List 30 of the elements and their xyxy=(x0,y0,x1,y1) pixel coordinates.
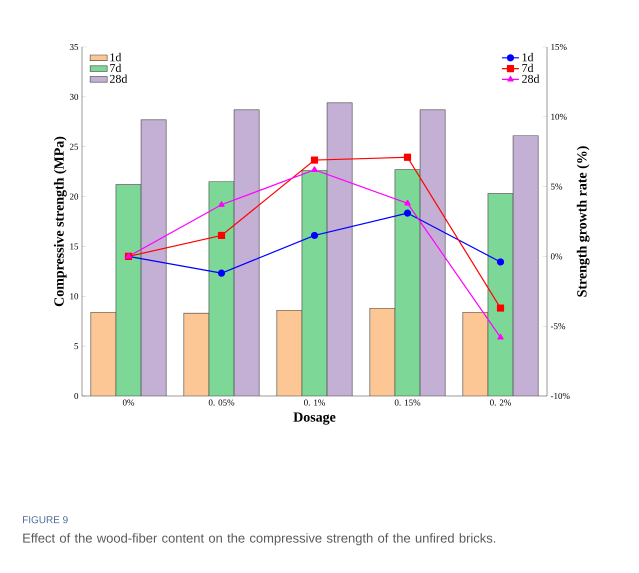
x-tick-label: 0. 15% xyxy=(394,400,420,406)
y2-tick-label: 0% xyxy=(550,253,562,260)
y-tick-label: 10 xyxy=(70,293,78,300)
y2-tick-label: 5% xyxy=(551,184,562,190)
y-tick-label: 15 xyxy=(70,243,78,250)
y-tick-label: 0 xyxy=(74,392,78,400)
caption: FIGURE 9 xyxy=(23,516,68,524)
x-tick-label: 0. 05% xyxy=(208,400,234,406)
legend-label: 28d xyxy=(110,74,128,83)
legend-label: 1d xyxy=(522,52,534,62)
y2-tick-label: 15% xyxy=(551,44,567,50)
x-axis-title: Dosage xyxy=(293,412,336,425)
legend-label: 1d xyxy=(110,52,122,62)
legend-label: 28d xyxy=(522,74,540,83)
y-tick-label: 30 xyxy=(70,94,78,100)
x-tick-label: 0. 2% xyxy=(490,400,512,406)
y-tick-label: 5 xyxy=(74,343,78,350)
legend-label: 7d xyxy=(110,64,122,72)
y2-axis-title: Strength growth rate (%) xyxy=(576,146,590,297)
x-tick-label: 0. 1% xyxy=(304,400,326,406)
legend-label: 7d xyxy=(522,64,534,72)
y-axis-title: Compressive strength (MPa) xyxy=(54,136,67,306)
y2-tick-label: -5% xyxy=(550,323,566,330)
text: Effect of the wood-fiber content on the compressive strength of the unfired bricks. xyxy=(23,533,496,546)
y-tick-label: 20 xyxy=(70,194,78,200)
y-tick-label: 35 xyxy=(70,44,78,50)
y2-tick-label: 10% xyxy=(551,114,567,120)
x-tick-label: 0% xyxy=(122,400,134,406)
y2-tick-label: -10% xyxy=(550,392,570,400)
y-tick-label: 25 xyxy=(70,144,78,150)
